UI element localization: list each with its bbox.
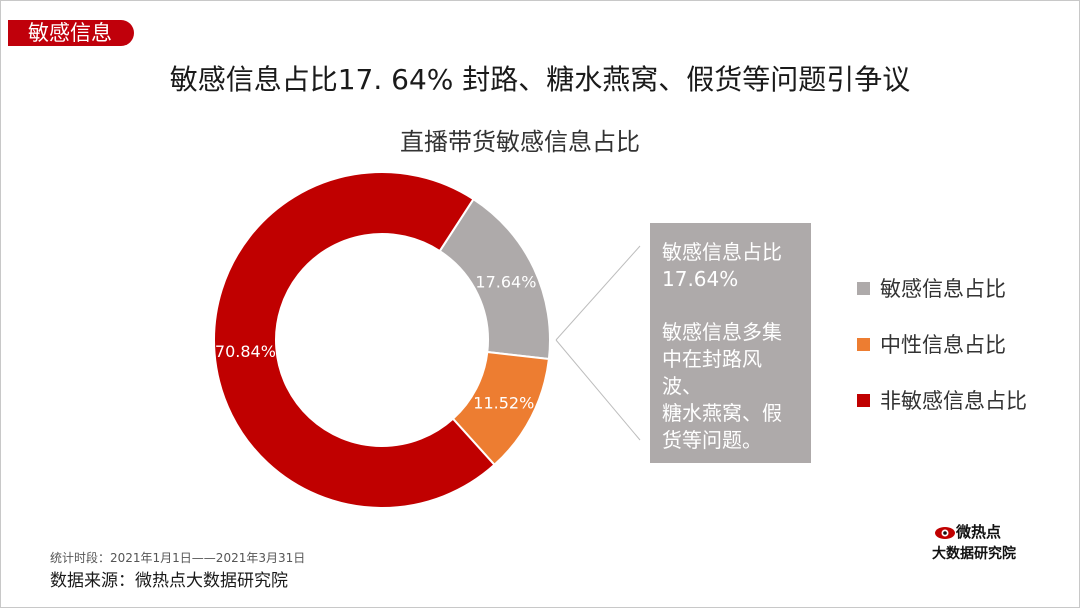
callout-line: 货等问题。	[662, 428, 762, 452]
callout-connector	[555, 245, 641, 341]
eye-icon	[935, 527, 955, 539]
callout-line: 中在封路风波、	[662, 347, 762, 398]
brand-logo: 微热点 大数据研究院	[932, 521, 1052, 565]
donut-slice	[213, 171, 496, 509]
page-headline: 敏感信息占比17. 64% 封路、糖水燕窝、假货等问题引争议	[169, 63, 911, 96]
legend-item: 敏感信息占比	[857, 274, 1027, 302]
callout-line: 17.64%	[662, 267, 739, 291]
section-tag: 敏感信息	[8, 20, 134, 46]
legend-item: 中性信息占比	[857, 330, 1027, 358]
callout-box: 敏感信息占比 17.64% 敏感信息多集 中在封路风波、 糖水燕窝、假 货等问题…	[650, 223, 811, 463]
legend-label: 中性信息占比	[880, 333, 1006, 357]
data-source: 数据来源：微热点大数据研究院	[50, 571, 288, 591]
time-period-note: 统计时段：2021年1月1日——2021年3月31日	[50, 551, 306, 565]
slice-data-label: 70.84%	[215, 342, 276, 361]
callout-line: 敏感信息多集	[662, 320, 782, 344]
slice-data-label: 17.64%	[475, 273, 536, 292]
slice-data-label: 11.52%	[473, 394, 534, 413]
callout-connector	[555, 339, 641, 441]
callout-line: 糖水燕窝、假	[662, 401, 782, 425]
legend-swatch	[857, 393, 870, 407]
chart-title: 直播带货敏感信息占比	[400, 128, 640, 156]
legend-swatch	[857, 281, 870, 295]
legend-item: 非敏感信息占比	[857, 386, 1027, 414]
callout-line: 敏感信息占比	[662, 240, 782, 264]
logo-subtext: 大数据研究院	[932, 546, 1016, 562]
chart-legend: 敏感信息占比 中性信息占比 非敏感信息占比	[857, 274, 1027, 442]
legend-swatch	[857, 337, 870, 351]
legend-label: 敏感信息占比	[880, 277, 1006, 301]
logo-text: 微热点	[956, 523, 1002, 541]
legend-label: 非敏感信息占比	[880, 389, 1027, 413]
